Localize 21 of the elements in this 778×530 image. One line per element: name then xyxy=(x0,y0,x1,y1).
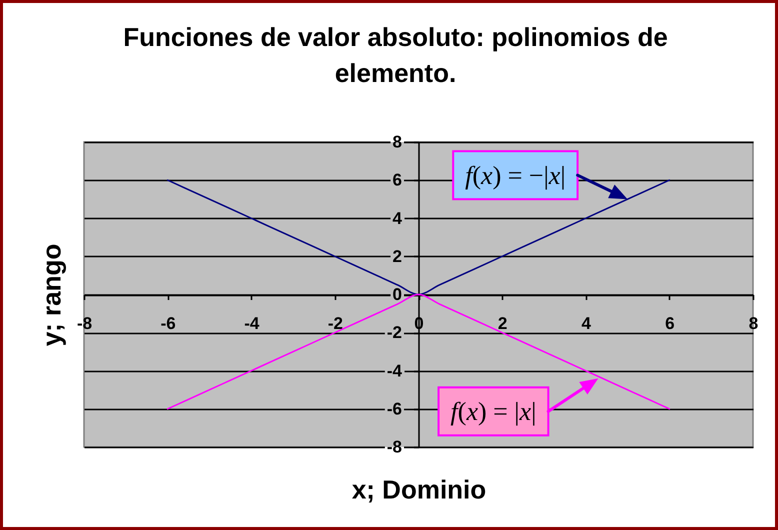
x-tick-label: -6 xyxy=(160,314,176,333)
x-tick-label: -4 xyxy=(244,314,260,333)
y-tick-label: -4 xyxy=(386,361,403,380)
x-axis-title: x; Dominio xyxy=(352,474,486,504)
y-tick-label: -8 xyxy=(386,438,402,456)
x-tick-label: 6 xyxy=(665,314,675,333)
y-tick-label: 2 xyxy=(392,246,402,266)
x-tick-label: -8 xyxy=(76,314,92,333)
x-tick-label: -2 xyxy=(328,314,343,333)
y-tick-label: 8 xyxy=(392,132,402,152)
annotation: f(x) = −|x| xyxy=(465,160,566,190)
annotation: f(x) = |x| xyxy=(450,396,536,426)
x-tick-label: 2 xyxy=(498,314,508,333)
y-tick-label: 0 xyxy=(392,285,402,304)
y-tick-label: -6 xyxy=(386,399,402,418)
chart-title: Funciones de valor absoluto: polinomios de elemento. xyxy=(123,22,668,88)
y-axis-title: y; rango xyxy=(36,244,66,346)
y-tick-label: 4 xyxy=(392,208,403,228)
y-tick-label: 6 xyxy=(392,170,402,190)
x-tick-label: 8 xyxy=(748,314,758,333)
x-tick-label: 4 xyxy=(582,314,592,333)
